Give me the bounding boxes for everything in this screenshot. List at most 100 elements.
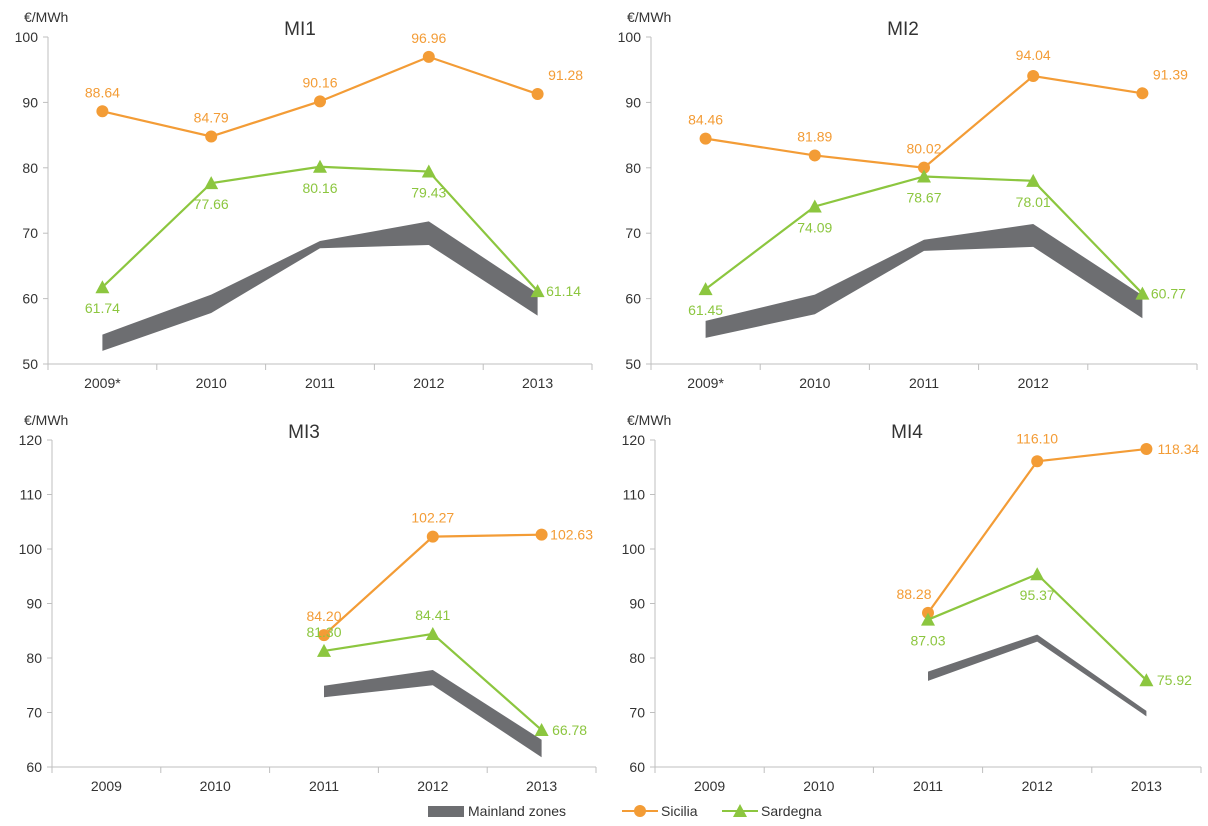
- x-tick-label: 2011: [309, 778, 339, 794]
- x-tick-label: 2013: [526, 778, 557, 794]
- data-label-sicilia: 84.46: [688, 112, 723, 128]
- y-tick-label: 70: [22, 225, 38, 241]
- data-label-sicilia: 80.02: [906, 141, 941, 157]
- point-sicilia: [426, 530, 439, 543]
- x-tick-label: 2012: [413, 375, 444, 391]
- mainland-zones-band: [928, 634, 1147, 717]
- legend: Mainland zones Sicilia Sardegna: [428, 803, 822, 819]
- data-label-sicilia: 102.63: [550, 527, 593, 543]
- y-tick-label: 50: [625, 356, 641, 372]
- y-axis-unit-label: €/MWh: [627, 9, 671, 25]
- data-label-sicilia: 96.96: [411, 30, 446, 46]
- point-sardegna: [1135, 286, 1150, 300]
- data-label-sicilia: 81.89: [797, 128, 832, 144]
- data-label-sardegna: 80.16: [302, 180, 337, 196]
- y-tick-label: 110: [623, 487, 646, 503]
- point-sicilia: [205, 130, 218, 143]
- point-sicilia: [535, 528, 548, 541]
- y-tick-label: 60: [26, 759, 42, 775]
- x-tick-label: 2013: [522, 375, 553, 391]
- data-label-sardegna: 60.77: [1151, 286, 1186, 302]
- y-tick-label: 120: [19, 432, 43, 448]
- point-sardegna: [317, 643, 331, 657]
- data-label-sardegna: 78.01: [1016, 194, 1051, 210]
- y-tick-label: 80: [22, 160, 38, 176]
- y-axis-unit-label: €/MWh: [627, 412, 671, 428]
- data-label-sardegna: 95.37: [1020, 587, 1055, 603]
- data-label-sardegna: 74.09: [797, 219, 832, 235]
- point-sicilia: [422, 50, 435, 63]
- y-tick-label: 90: [22, 94, 38, 110]
- chart-title: MI1: [284, 19, 316, 40]
- x-tick-label: 2011: [909, 375, 939, 391]
- y-tick-label: 100: [622, 541, 646, 557]
- point-sardegna: [921, 612, 935, 626]
- point-sardegna: [534, 723, 549, 737]
- x-tick-label: 2011: [913, 778, 943, 794]
- data-label-sardegna: 81.30: [306, 624, 341, 640]
- point-sardegna: [313, 159, 327, 173]
- data-label-sardegna: 75.92: [1157, 672, 1192, 688]
- legend-sicilia-marker: [634, 805, 646, 817]
- y-tick-label: 110: [20, 487, 43, 503]
- y-axis-unit-label: €/MWh: [24, 412, 68, 428]
- point-sicilia: [1140, 443, 1153, 456]
- mainland-zones-band: [705, 224, 1143, 338]
- y-tick-label: 60: [629, 759, 645, 775]
- data-label-sicilia: 84.79: [194, 109, 229, 125]
- point-sicilia: [96, 105, 109, 118]
- x-tick-label: 2009: [91, 778, 122, 794]
- point-sardegna: [530, 284, 545, 298]
- point-sardegna: [698, 282, 713, 296]
- chart-panel-4: MI4 €/MWh 60 70 80 90 100 110 120 2009 2010 2011 201…: [622, 412, 1202, 794]
- point-sicilia: [918, 161, 930, 174]
- legend-sicilia-label: Sicilia: [661, 803, 698, 819]
- y-tick-label: 70: [625, 225, 641, 241]
- y-tick-label: 80: [625, 160, 641, 176]
- point-sardegna: [204, 176, 219, 190]
- x-tick-label: 2010: [803, 778, 834, 794]
- legend-sardegna-marker: [733, 804, 747, 817]
- y-tick-label: 100: [618, 29, 642, 45]
- data-label-sicilia: 91.39: [1153, 66, 1188, 82]
- x-tick-label: 2010: [200, 778, 231, 794]
- point-sardegna: [807, 199, 822, 213]
- data-label-sardegna: 61.14: [546, 283, 581, 299]
- data-label-sardegna: 78.67: [906, 189, 941, 205]
- data-label-sicilia: 91.28: [548, 67, 583, 83]
- y-tick-label: 80: [26, 650, 42, 666]
- x-tick-label: 2012: [417, 778, 448, 794]
- mainland-zones-band: [324, 669, 542, 758]
- point-sicilia: [699, 132, 712, 145]
- chart-panel-2: MI2 €/MWh 50 60 70 80 90 100 2009* 2010 2011 2012 84…: [618, 9, 1198, 391]
- x-tick-label: 2011: [305, 375, 335, 391]
- point-sicilia: [318, 629, 330, 642]
- chart-title: MI2: [887, 19, 919, 40]
- y-tick-label: 100: [15, 29, 39, 45]
- y-axis-unit-label: €/MWh: [24, 9, 68, 25]
- data-label-sicilia: 118.34: [1158, 441, 1200, 457]
- y-tick-label: 100: [19, 541, 43, 557]
- x-tick-label: 2013: [1131, 778, 1162, 794]
- y-tick-label: 70: [26, 705, 42, 721]
- point-sicilia: [1136, 87, 1149, 100]
- x-tick-label: 2009: [694, 778, 725, 794]
- y-tick-label: 80: [629, 650, 645, 666]
- chart-panel-3: MI3 €/MWh 60 70 80 90 100 110 120 2009 2010 2011 201…: [19, 412, 597, 794]
- data-label-sardegna: 61.45: [688, 302, 723, 318]
- point-sardegna: [1030, 567, 1045, 581]
- x-tick-label: 2010: [196, 375, 227, 391]
- point-sardegna: [1139, 673, 1154, 687]
- x-tick-label: 2010: [799, 375, 830, 391]
- data-label-sardegna: 79.43: [411, 185, 446, 201]
- point-sardegna: [95, 280, 110, 294]
- y-tick-label: 90: [629, 596, 645, 612]
- y-tick-label: 50: [22, 356, 38, 372]
- data-label-sardegna: 84.41: [415, 607, 450, 623]
- legend-sardegna-label: Sardegna: [761, 803, 822, 819]
- data-label-sardegna: 66.78: [552, 722, 587, 738]
- point-sardegna: [425, 626, 440, 640]
- point-sardegna: [1026, 173, 1041, 187]
- data-label-sicilia: 102.27: [411, 510, 454, 526]
